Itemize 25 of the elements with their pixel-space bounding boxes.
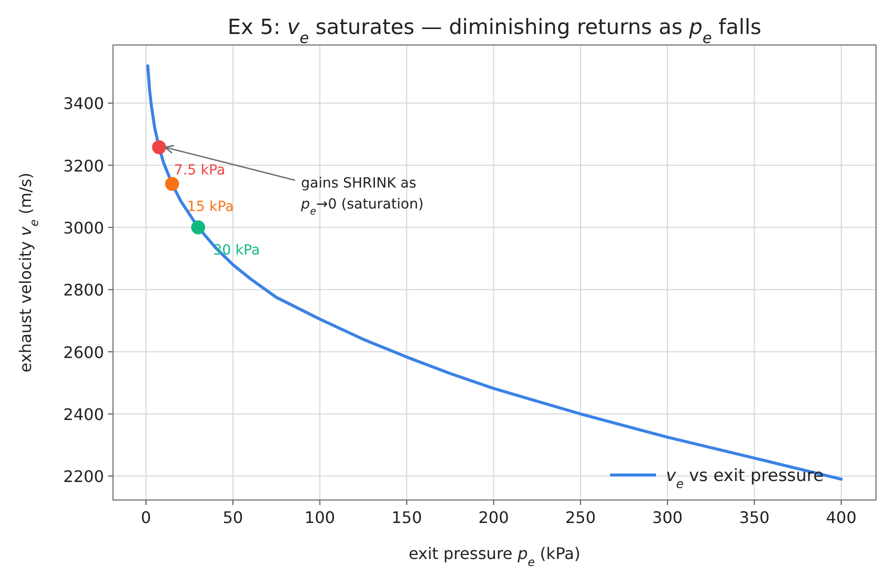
x-tick-label: 0 [140, 508, 152, 527]
annotation: 15 kPa [187, 198, 234, 215]
y-tick-label: 2800 [63, 280, 104, 300]
point [152, 140, 166, 154]
y-tick-label: 3200 [63, 156, 104, 176]
point [165, 176, 180, 191]
annotation: 7.5 kPa [174, 162, 226, 178]
y-tick-label: 2400 [63, 404, 104, 424]
point [191, 220, 206, 234]
x-tick-label: 350 [739, 508, 770, 527]
x-tick-label: 100 [304, 508, 336, 527]
x-axis-title: exit pressure p$_{e}$ (kPa) [408, 544, 580, 569]
y-tick-label: 2200 [63, 467, 104, 486]
x-tick-label: 50 [222, 508, 244, 527]
annotation: gains SHRINK as p$_{e}$→0 (saturation) [300, 175, 424, 217]
y-tick-label: 2600 [63, 342, 104, 362]
x-tick-label: 250 [565, 508, 596, 527]
chart-title: Ex 5: v$_{e}$ saturates — diminishing returns as p$_{e}$ falls [228, 15, 762, 47]
y-tick-label: 3400 [63, 94, 104, 114]
x-tick-label: 200 [478, 508, 509, 527]
x-tick-label: 300 [652, 508, 683, 527]
y-tick-label: 3000 [63, 218, 104, 238]
legend-label: v$_{e}$ vs exit pressure [666, 466, 824, 491]
x-tick-label: 150 [391, 508, 422, 527]
x-tick-label: 400 [826, 508, 857, 527]
